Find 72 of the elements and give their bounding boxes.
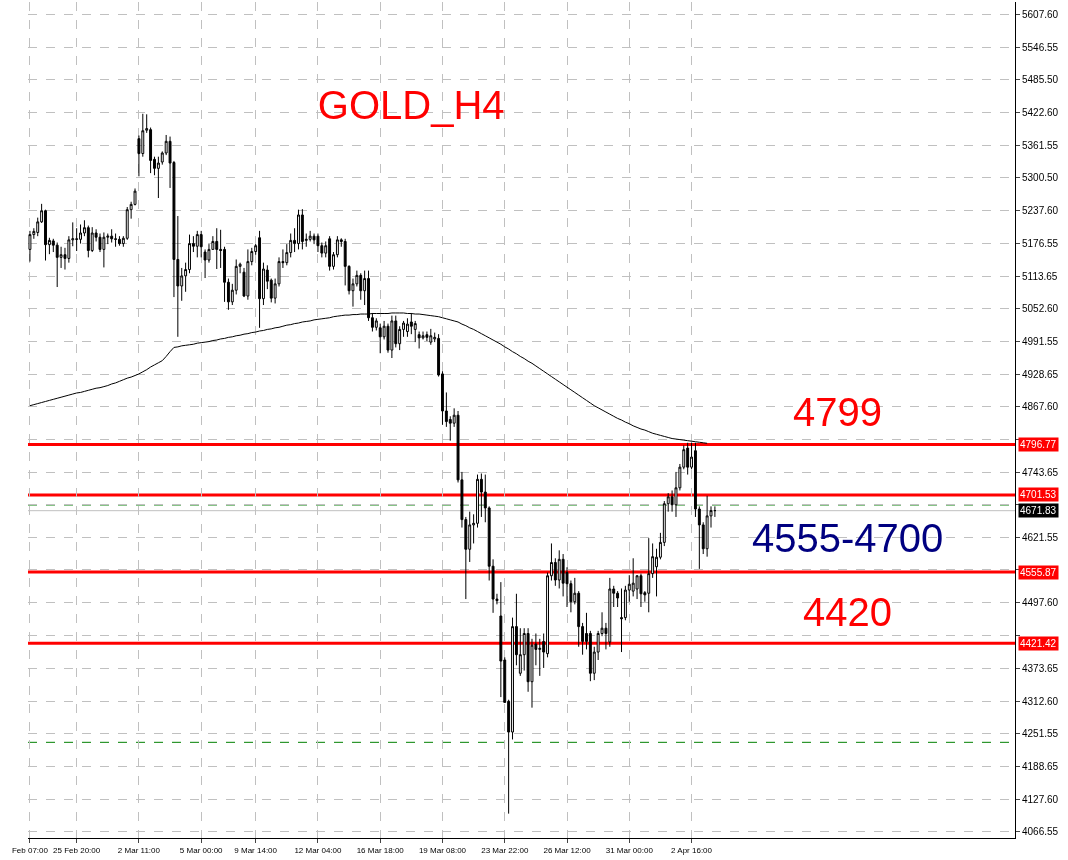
candlestick — [297, 209, 300, 250]
x-tick-label: 5 Mar 00:00 — [179, 845, 224, 855]
y-tick-label: 4621.55 — [1022, 531, 1059, 543]
y-tick-label: 5113.65 — [1022, 271, 1058, 283]
candlestick — [328, 235, 332, 272]
candlestick — [316, 233, 320, 253]
y-tick-label: 5422.60 — [1022, 107, 1059, 119]
candlestick — [538, 638, 542, 677]
y-tick-label: 4373.65 — [1022, 663, 1059, 675]
x-tick-label: 23 Mar 22:00 — [481, 845, 529, 855]
ref-line-label: 4421.42 — [1020, 638, 1057, 649]
candlestick — [246, 248, 250, 301]
y-tick-label: 4743.65 — [1022, 467, 1059, 479]
candlestick — [639, 573, 643, 608]
y-tick-label: 4188.65 — [1022, 761, 1059, 773]
candlestick — [686, 442, 690, 476]
candlestick — [705, 495, 709, 558]
candlestick — [647, 537, 651, 613]
y-tick-label: 4867.60 — [1022, 401, 1059, 413]
y-tick-label: 5300.50 — [1022, 172, 1059, 184]
y-tick-label: 4066.55 — [1022, 825, 1059, 837]
candlestick — [429, 328, 433, 346]
candlestick — [55, 242, 59, 288]
candlestick — [425, 331, 429, 342]
y-tick-label: 5237.60 — [1022, 205, 1059, 217]
y-tick-label: 5361.55 — [1022, 139, 1059, 151]
ref-line-label: 4671.83 — [1020, 505, 1057, 516]
x-tick-label: 31 Mar 00:00 — [605, 845, 654, 855]
x-tick-label: 2 Mar 11:00 — [117, 845, 161, 855]
y-tick-label: 5607.60 — [1022, 9, 1059, 21]
y-tick-label: 4251.55 — [1022, 727, 1059, 739]
x-tick-label: Feb 07:00 — [11, 845, 49, 855]
candlestick — [102, 231, 106, 268]
y-tick-label: 4991.55 — [1022, 335, 1059, 347]
candlestick — [195, 230, 199, 258]
candlestick — [359, 272, 363, 301]
y-tick-label: 5176.55 — [1022, 237, 1059, 249]
candlestick — [300, 208, 304, 250]
text: 4420 — [803, 590, 892, 634]
y-tick-label: 5485.50 — [1022, 74, 1059, 86]
ref-line-label: 4796.77 — [1020, 439, 1057, 450]
candlestick — [390, 315, 394, 359]
candlestick — [608, 577, 612, 648]
candlestick — [620, 587, 623, 653]
candlestick — [616, 590, 620, 608]
x-tick-label: 2 Apr 16:00 — [671, 845, 713, 855]
y-tick-label: 4312.60 — [1022, 695, 1059, 707]
y-tick-label: 5546.55 — [1022, 41, 1059, 53]
y-tick-label: 4928.65 — [1022, 369, 1059, 381]
x-tick-label: 12 Mar 04:00 — [294, 845, 343, 855]
x-tick-label: 25 Feb 20:00 — [53, 845, 101, 855]
candlestick — [28, 230, 32, 263]
x-tick-label: 19 Mar 08:00 — [418, 845, 467, 855]
ref-line-label: 4555.87 — [1020, 567, 1057, 578]
x-tick-label: 9 Mar 14:00 — [234, 845, 278, 855]
candlestick — [258, 230, 262, 329]
text: 4555-4700 — [752, 516, 944, 560]
candlestick — [114, 233, 118, 248]
candlestick — [90, 226, 94, 253]
candlestick — [215, 227, 219, 270]
candlestick — [118, 235, 121, 247]
x-tick-label: 26 Mar 12:00 — [543, 845, 592, 855]
y-tick-label: 4497.60 — [1022, 597, 1059, 609]
ref-line-label: 4701.53 — [1020, 489, 1057, 500]
y-tick-label: 4127.60 — [1022, 793, 1059, 805]
candlestick — [110, 228, 114, 244]
y-tick-label: 5052.60 — [1022, 303, 1059, 315]
text: GOLD_H4 — [317, 82, 505, 127]
x-tick-label: 16 Mar 18:00 — [356, 845, 405, 855]
candlestick — [406, 317, 409, 338]
text: 4799 — [793, 390, 882, 434]
candlestick — [417, 331, 421, 349]
